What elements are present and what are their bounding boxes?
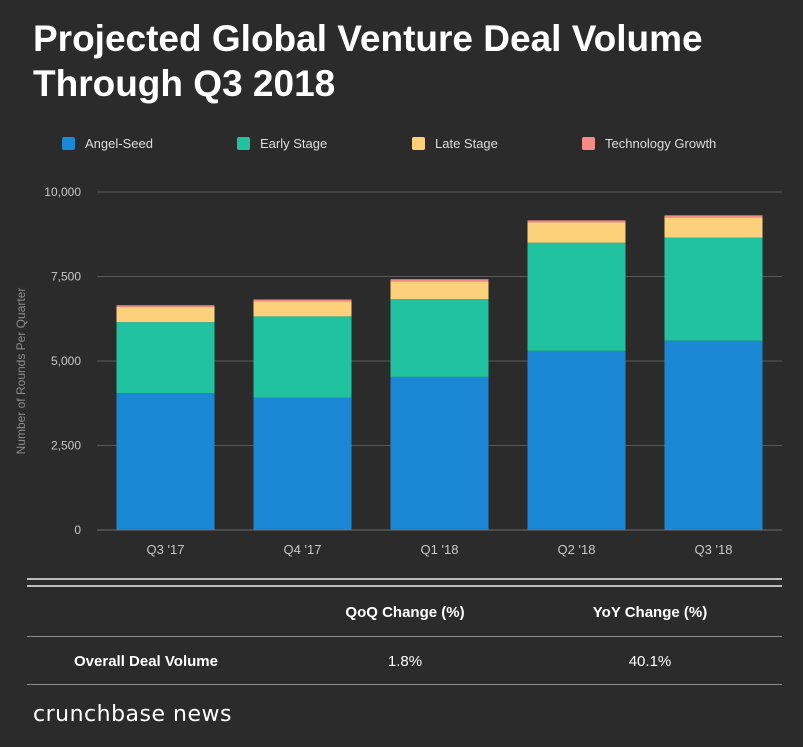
legend-swatch-technology-growth	[582, 137, 595, 150]
legend-label-angel-seed: Angel-Seed	[85, 136, 153, 151]
bar-segment-angel-seed[interactable]	[664, 340, 763, 530]
table-header-yoy: YoY Change (%)	[592, 604, 708, 621]
bar-segment-technology-growth[interactable]	[527, 220, 626, 223]
chart-legend: Angel-Seed Early Stage Late Stage Techno…	[62, 136, 782, 156]
table-header-qoq: QoQ Change (%)	[345, 604, 465, 621]
x-tick-label: Q1 '18	[421, 542, 459, 557]
legend-item-late-stage[interactable]: Late Stage	[412, 136, 498, 151]
bar-segment-technology-growth[interactable]	[253, 299, 352, 302]
y-tick-label: 10,000	[44, 185, 81, 199]
bar-segment-late-stage[interactable]	[253, 301, 352, 317]
legend-swatch-early-stage	[237, 137, 250, 150]
bar-segment-angel-seed[interactable]	[253, 397, 352, 530]
legend-label-early-stage: Early Stage	[260, 136, 328, 151]
y-tick-label: 5,000	[51, 354, 81, 368]
crunchbase-news-logo: crunchbase news	[33, 702, 232, 727]
chart-title: Projected Global Venture Deal Volume Thr…	[33, 16, 773, 106]
table-top-rule-2	[27, 585, 782, 587]
x-tick-label: Q2 '18	[558, 542, 596, 557]
bar-segment-angel-seed[interactable]	[390, 376, 489, 530]
y-tick-label: 0	[74, 523, 81, 537]
x-tick-label: Q4 '17	[284, 542, 322, 557]
bar-segment-angel-seed[interactable]	[116, 393, 215, 530]
y-tick-label: 2,500	[51, 439, 81, 453]
bar-segment-early-stage[interactable]	[116, 322, 215, 394]
bar-segment-late-stage[interactable]	[527, 222, 626, 243]
legend-label-late-stage: Late Stage	[435, 136, 498, 151]
chart-title-line-2: Through Q3 2018	[33, 63, 336, 104]
bar-segment-early-stage[interactable]	[253, 316, 352, 398]
x-tick-label: Q3 '17	[147, 542, 185, 557]
bar-segment-early-stage[interactable]	[664, 237, 763, 341]
bar-segment-angel-seed[interactable]	[527, 350, 626, 530]
table-row-label: Overall Deal Volume	[74, 653, 218, 670]
legend-item-technology-growth[interactable]: Technology Growth	[582, 136, 716, 151]
legend-swatch-late-stage	[412, 137, 425, 150]
table-cell-qoq: 1.8%	[387, 653, 423, 670]
x-tick-label: Q3 '18	[695, 542, 733, 557]
legend-item-early-stage[interactable]: Early Stage	[237, 136, 327, 151]
bar-segment-late-stage[interactable]	[664, 217, 763, 238]
chart-title-line-1: Projected Global Venture Deal Volume	[33, 18, 703, 59]
bar-segment-late-stage[interactable]	[116, 306, 215, 323]
bar-segment-early-stage[interactable]	[390, 299, 489, 377]
bar-segment-technology-growth[interactable]	[390, 279, 489, 282]
legend-item-angel-seed[interactable]: Angel-Seed	[62, 136, 153, 151]
legend-label-technology-growth: Technology Growth	[605, 136, 717, 151]
bar-segment-technology-growth[interactable]	[116, 305, 215, 307]
legend-swatch-angel-seed	[62, 137, 75, 150]
stacked-bar-chart: 0 2,500 5,000 7,500 10,000 Number of Rounds P…	[14, 185, 782, 557]
y-axis-title: Number of Rounds Per Quarter	[14, 288, 28, 455]
table-cell-yoy: 40.1%	[628, 653, 672, 670]
bar-segment-late-stage[interactable]	[390, 281, 489, 300]
table-bottom-rule	[27, 684, 782, 685]
bar-segment-technology-growth[interactable]	[664, 215, 763, 218]
y-tick-label: 7,500	[51, 270, 81, 284]
bar-segment-early-stage[interactable]	[527, 242, 626, 351]
table-header-divider	[27, 636, 782, 637]
table-top-rule-1	[27, 578, 782, 580]
